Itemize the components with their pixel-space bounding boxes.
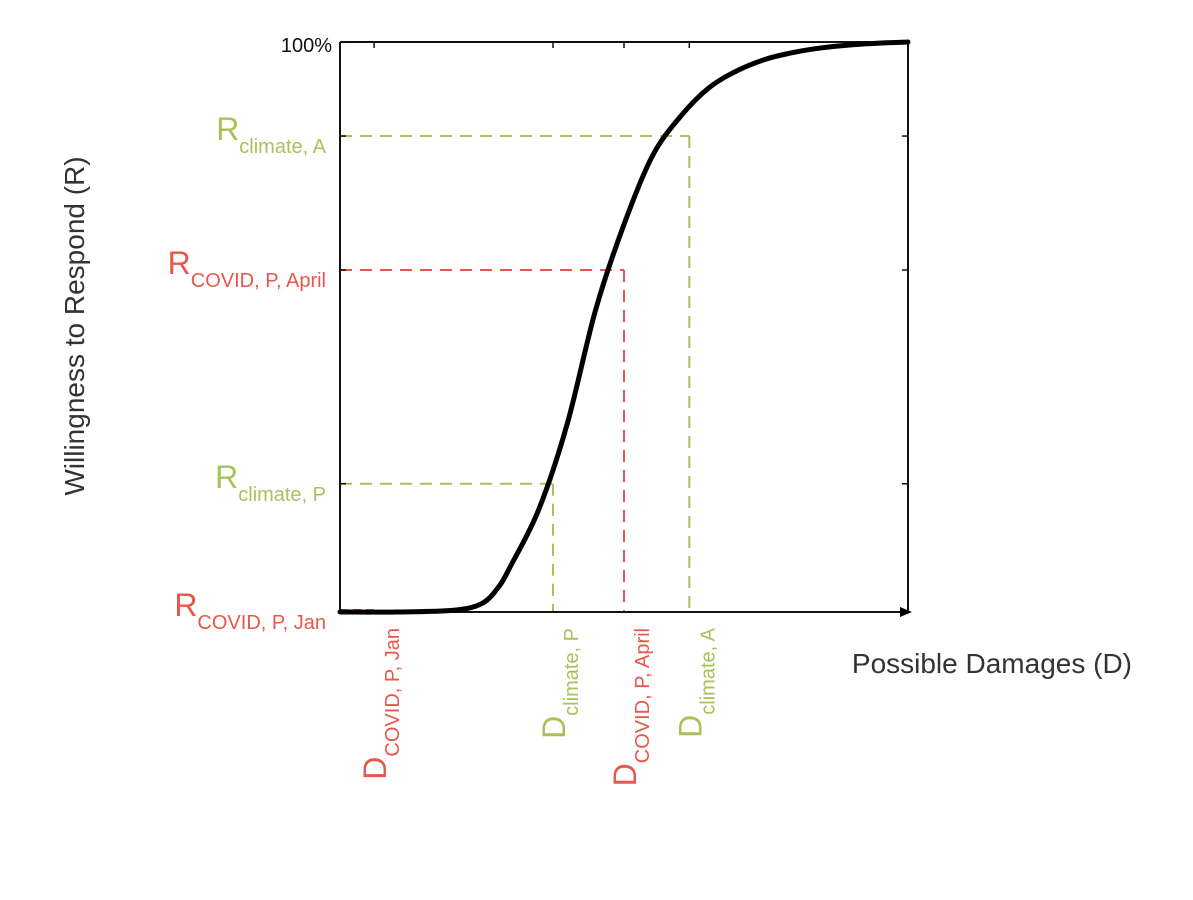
y-label-main: R: [215, 459, 238, 495]
x-axis-title: Possible Damages (D): [852, 648, 1132, 679]
y-label-main: R: [168, 245, 191, 281]
y-label-subscript: climate, A: [239, 136, 326, 158]
y-label-subscript: climate, P: [238, 484, 326, 506]
y-label-0: Rclimate, A: [216, 111, 326, 158]
x-label-subscript: climate, P: [561, 628, 583, 716]
x-label-0: DCOVID, P, Jan: [357, 628, 404, 780]
y-label-3: RCOVID, P, Jan: [174, 587, 326, 634]
y-axis-title: Willingness to Respond (R): [59, 156, 90, 495]
x-label-subscript: COVID, P, April: [632, 628, 654, 763]
y-label-main: R: [174, 587, 197, 623]
x-label-3: Dclimate, A: [672, 627, 719, 737]
x-label-1: Dclimate, P: [536, 628, 583, 739]
curve-layer: [337, 39, 911, 615]
response-curve: [337, 39, 911, 615]
x-label-subscript: COVID, P, Jan: [382, 628, 404, 757]
guide-lines: [340, 135, 691, 612]
x-label-2: DCOVID, P, April: [607, 628, 654, 786]
y-label-1: RCOVID, P, April: [168, 245, 326, 292]
y-label-2: Rclimate, P: [215, 459, 326, 506]
axes-frame: [339, 41, 912, 617]
y-label-subscript: COVID, P, Jan: [197, 612, 326, 634]
y-label-subscript: COVID, P, April: [191, 270, 326, 292]
x-label-main: D: [536, 716, 572, 739]
x-label-main: D: [607, 763, 643, 786]
y-label-main: R: [216, 111, 239, 147]
y-top-tick-label: 100%: [281, 35, 332, 57]
x-label-main: D: [672, 715, 708, 738]
x-label-subscript: climate, A: [697, 627, 719, 714]
x-label-main: D: [357, 757, 393, 780]
